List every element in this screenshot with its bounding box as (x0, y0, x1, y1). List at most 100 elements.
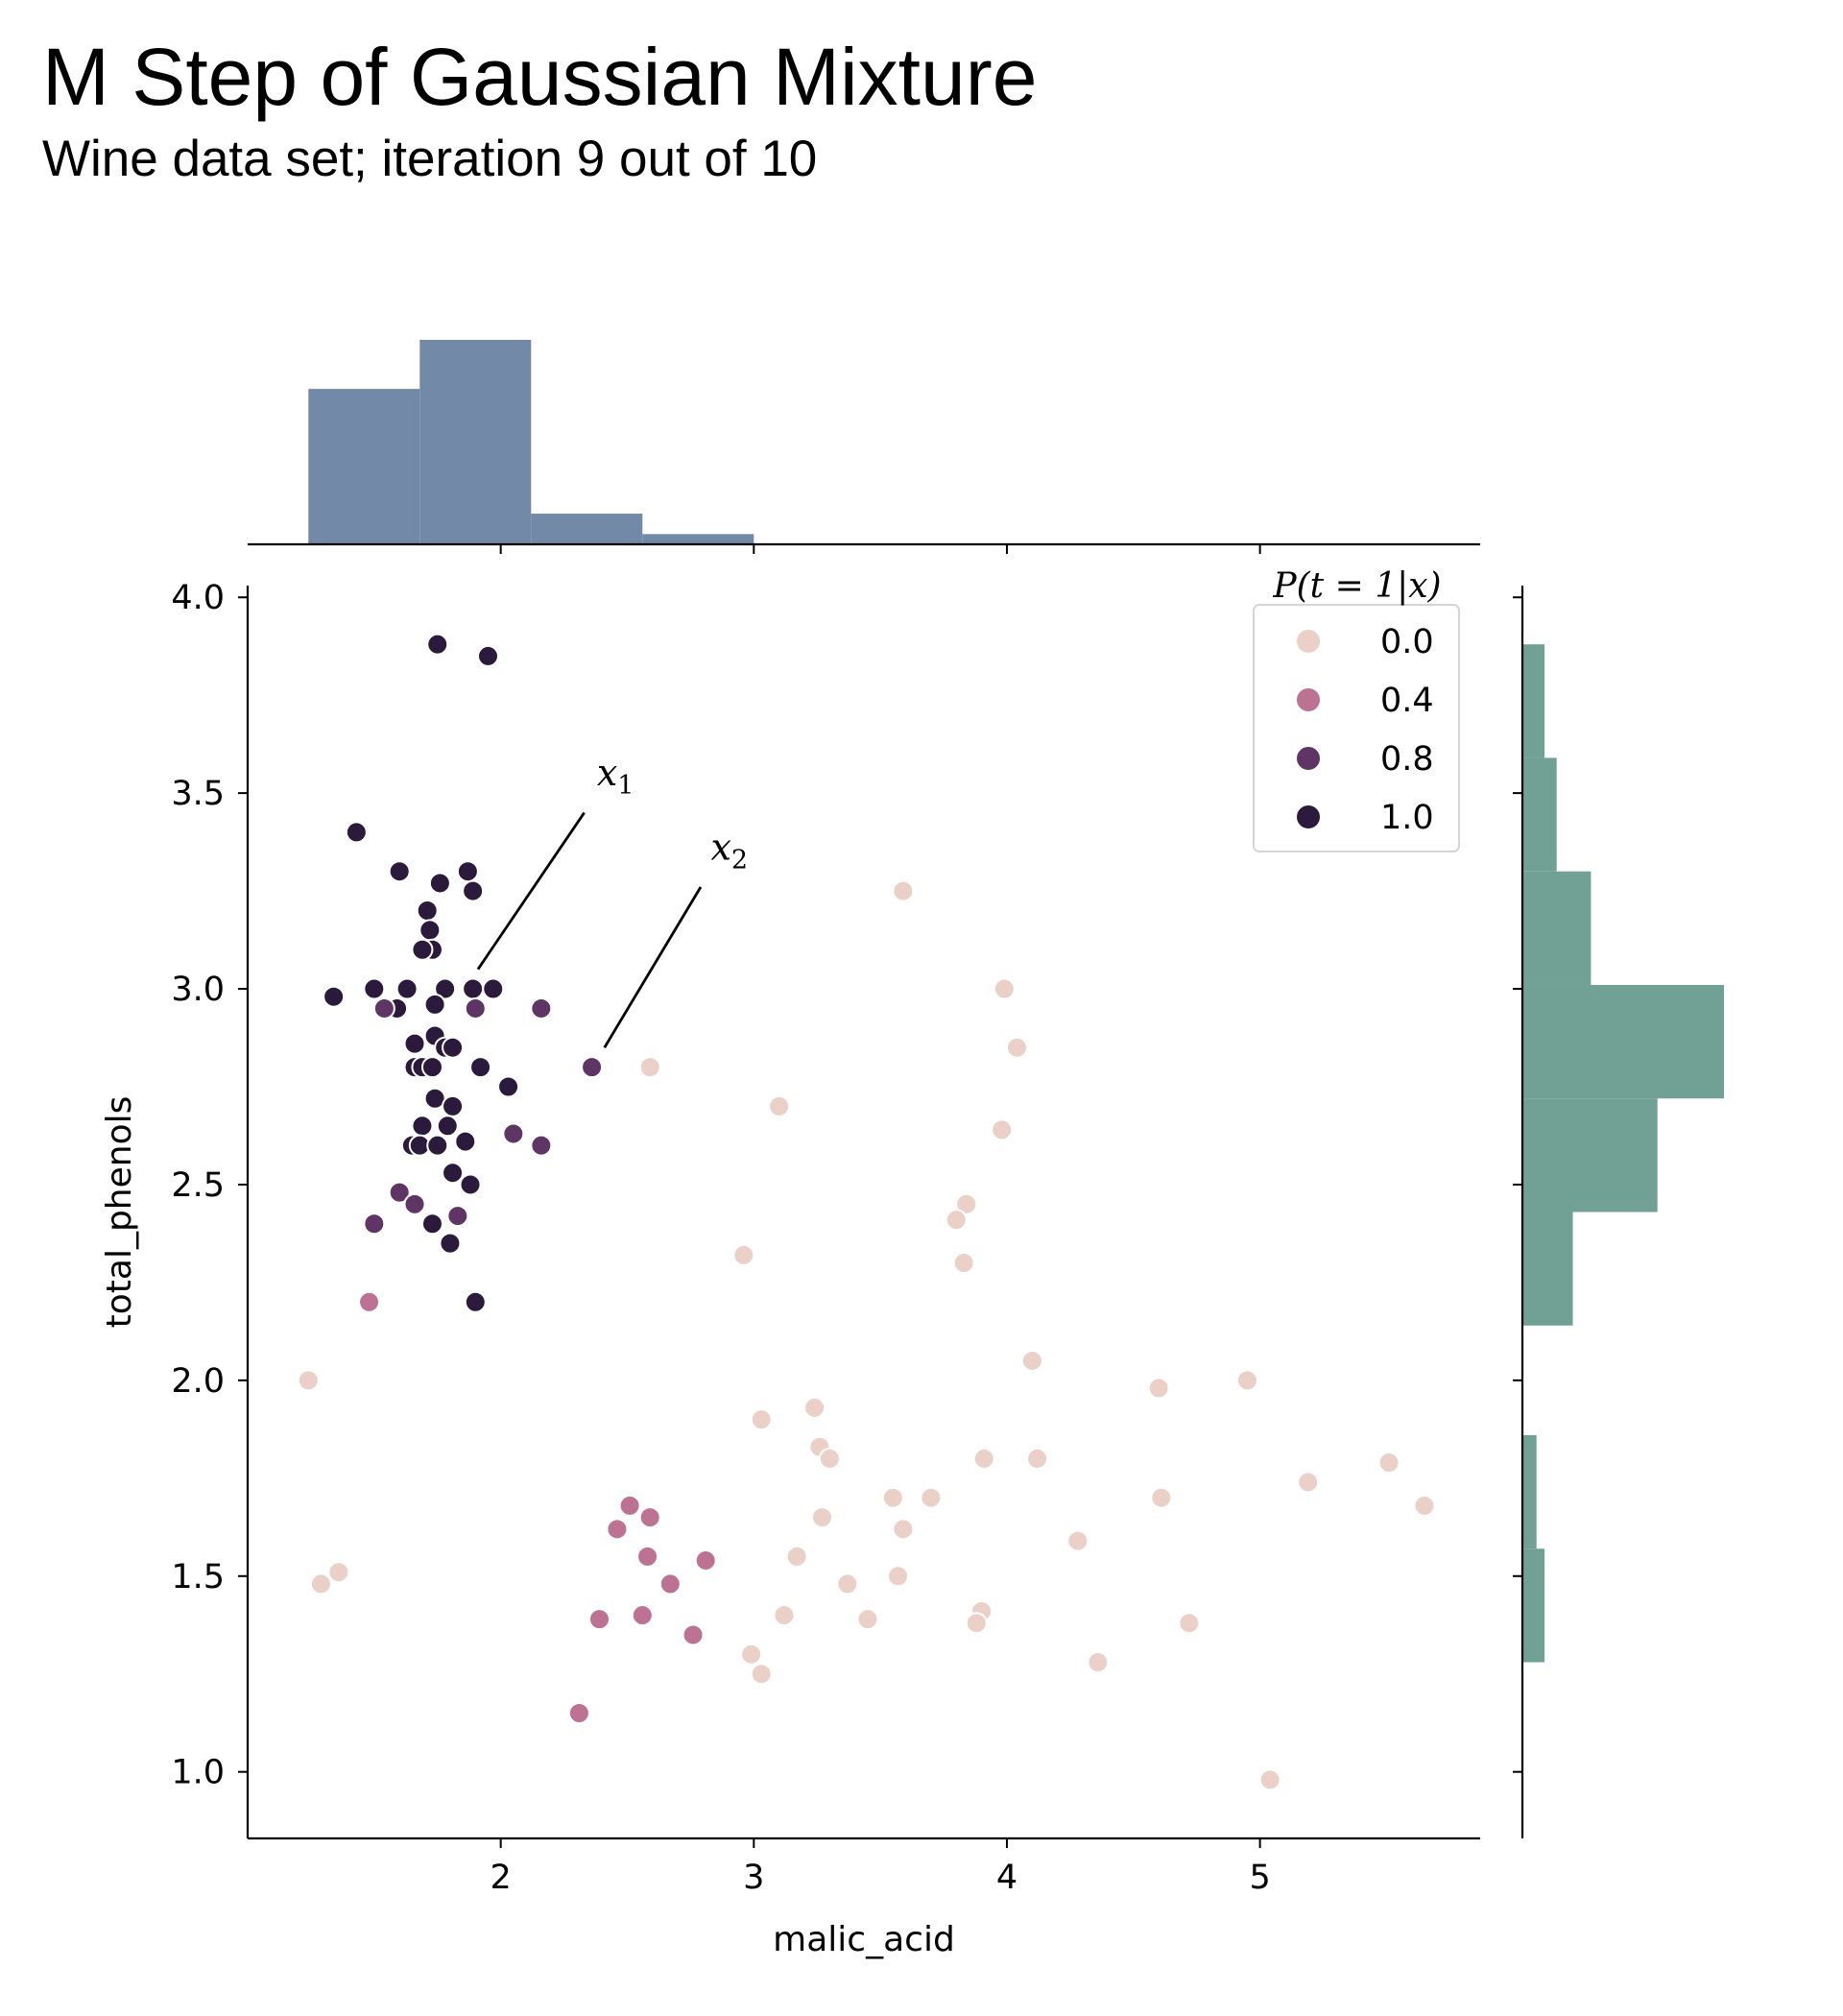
scatter-point (1087, 1650, 1110, 1673)
y-tick-label: 4.0 (171, 579, 225, 617)
scatter-point (530, 1134, 553, 1157)
scatter-point (1178, 1612, 1201, 1635)
scatter-point (836, 1572, 859, 1596)
y-histogram-bar (1522, 984, 1724, 1099)
scatter-point (395, 977, 419, 1000)
scatter-point (372, 996, 395, 1020)
scatter-point (411, 938, 434, 961)
annotation-label: x2 (710, 826, 748, 875)
scatter-point (965, 1612, 988, 1635)
scatter-point (658, 1572, 682, 1596)
scatter-point (810, 1506, 833, 1529)
scatter-point (1026, 1447, 1049, 1470)
scatter-point (309, 1572, 332, 1596)
scatter-points (297, 633, 1436, 1791)
scatter-point (587, 1608, 610, 1631)
annotation-line (603, 886, 703, 1048)
y-tick-label: 3.0 (171, 971, 225, 1009)
scatter-point (818, 1447, 841, 1470)
legend-label: 1.0 (1380, 799, 1434, 837)
y-tick-label: 2.5 (171, 1166, 225, 1205)
x-histogram-bar (642, 534, 754, 544)
scatter-point (502, 1122, 525, 1145)
scatter-point (952, 1252, 975, 1275)
scatter-point (803, 1396, 826, 1419)
y-histogram-bar (1522, 871, 1592, 985)
scatter-point (464, 996, 487, 1020)
scatter-point (426, 1134, 449, 1157)
scatter-point (428, 872, 451, 895)
legend-box (1253, 604, 1460, 852)
scatter-point (1020, 1349, 1043, 1372)
scatter-point (694, 1548, 717, 1572)
scatter-point (750, 1408, 773, 1431)
chart-title: M Step of Gaussian Mixture (42, 32, 1038, 122)
scatter-point (297, 1369, 320, 1392)
scatter-point (1258, 1768, 1281, 1791)
marginal-histogram-y (1513, 586, 1724, 1838)
scatter-point (482, 977, 505, 1000)
x-tick-label: 3 (743, 1859, 764, 1897)
scatter-point (423, 993, 446, 1016)
x-histogram-bar (308, 389, 420, 544)
y-tick-label: 2.0 (171, 1362, 225, 1401)
scatter-point (638, 1056, 661, 1079)
x-tick-label: 5 (1249, 1859, 1270, 1897)
scatter-point (920, 1486, 943, 1509)
scatter-point (442, 1036, 465, 1059)
scatter-point (1413, 1494, 1436, 1517)
x-histogram-bar (419, 340, 532, 544)
scatter-point (1006, 1036, 1029, 1059)
scatter-point (388, 860, 411, 883)
scatter-point (411, 1115, 434, 1138)
scatter-point (1150, 1486, 1173, 1509)
scatter-point (581, 1056, 604, 1079)
scatter-point (1235, 1369, 1258, 1392)
scatter-point (1377, 1452, 1400, 1474)
annotation-line (476, 811, 586, 971)
legend: P(t = 1|x) 0.0 0.4 0.8 1.0 (1253, 566, 1460, 852)
x-tick-label: 4 (996, 1859, 1017, 1897)
scatter-point (636, 1545, 659, 1568)
scatter-point (750, 1663, 773, 1686)
main-axes: 2 3 4 5 1.0 1.5 2.0 2.5 3.0 3.5 4.0 malic_acid total… (100, 579, 1480, 1959)
x-axis-label: malic_acid (773, 1920, 955, 1959)
scatter-point (945, 1209, 968, 1232)
scatter-point (993, 977, 1016, 1000)
scatter-point (442, 1162, 465, 1185)
annotation-subscript: 1 (617, 771, 634, 801)
scatter-point (420, 1056, 443, 1079)
scatter-point (419, 919, 442, 942)
scatter-point (469, 1056, 492, 1079)
scatter-point (1066, 1529, 1089, 1552)
annotation-label: x1 (597, 752, 634, 801)
scatter-point (618, 1494, 641, 1517)
y-histogram-bar (1522, 757, 1557, 872)
scatter-point (631, 1604, 654, 1627)
scatter-point (530, 996, 553, 1020)
scatter-point (439, 1232, 462, 1255)
scatter-point (416, 899, 439, 922)
scatter-point (773, 1604, 796, 1627)
y-histogram-bar (1522, 1434, 1537, 1549)
scatter-point (454, 1130, 477, 1153)
legend-marker (1295, 628, 1322, 655)
scatter-point (434, 977, 457, 1000)
scatter-point (327, 1561, 350, 1584)
scatter-point (972, 1447, 995, 1470)
scatter-point (785, 1545, 808, 1568)
scatter-point (892, 879, 915, 902)
annotation-subscript: 2 (731, 845, 748, 875)
scatter-point (420, 1212, 443, 1236)
legend-label: 0.4 (1380, 682, 1434, 720)
scatter-point (345, 821, 368, 844)
scatter-point (476, 644, 499, 667)
legend-title: P(t = 1|x) (1272, 566, 1441, 606)
scatter-point (446, 1205, 469, 1228)
y-tick-label: 1.5 (171, 1558, 225, 1596)
scatter-point (426, 633, 449, 656)
scatter-point (881, 1486, 904, 1509)
scatter-point (856, 1608, 879, 1631)
y-histogram-bar (1522, 1548, 1545, 1663)
